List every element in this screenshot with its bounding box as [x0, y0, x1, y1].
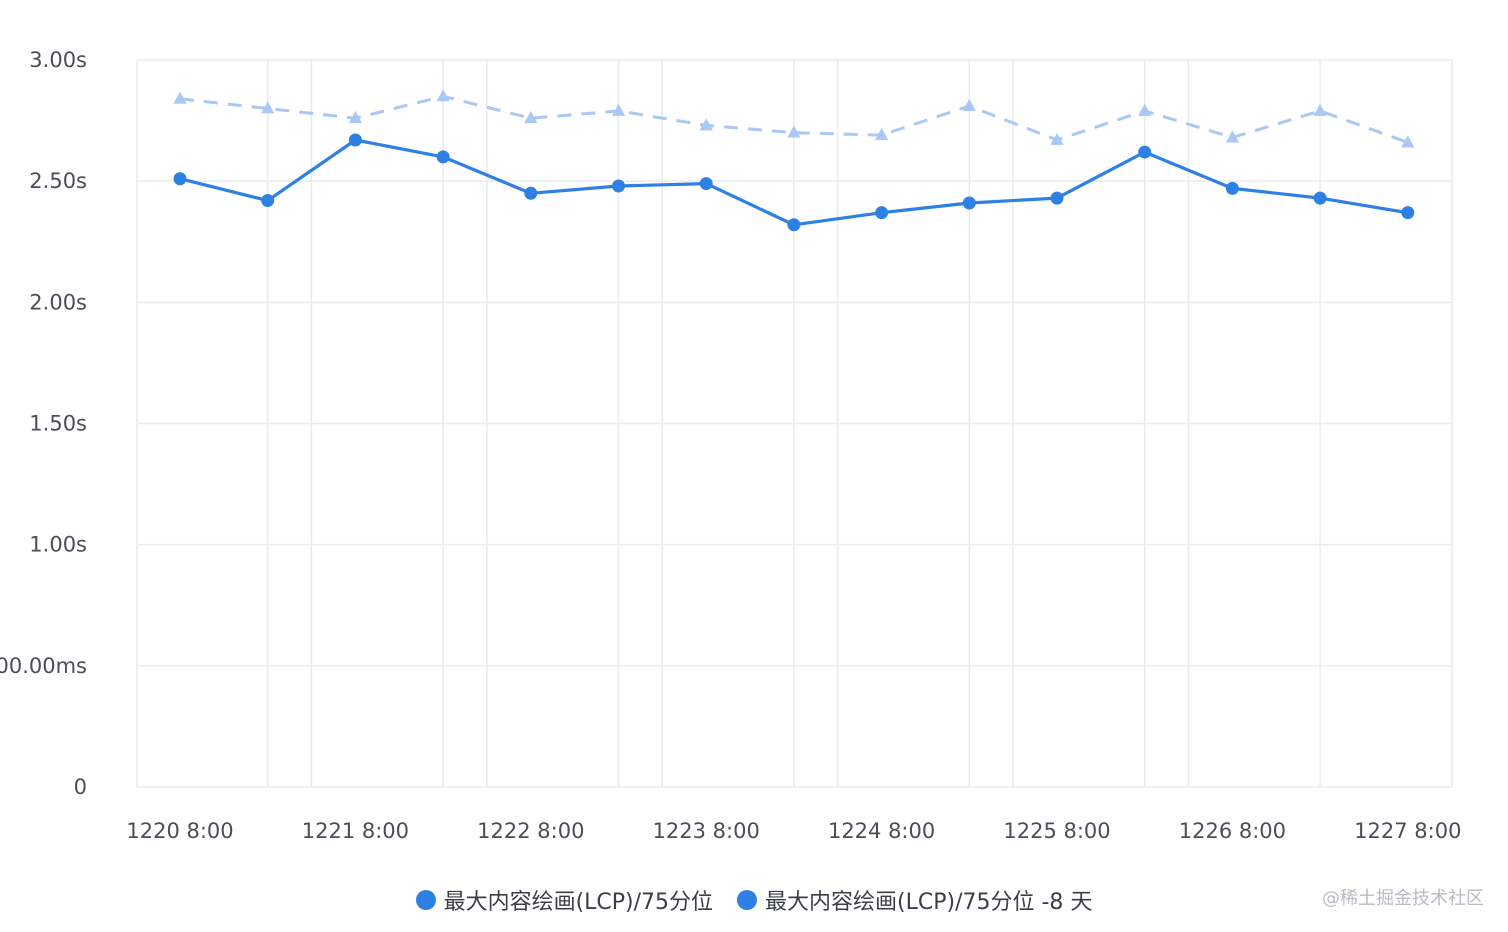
x-tick-label: 1227 8:00: [1354, 819, 1461, 843]
data-point: [1225, 130, 1239, 143]
x-axis-ticks: 1220 8:00 1221 8:00 1222 8:00 1223 8:00 1224…: [126, 819, 1461, 843]
data-point: [612, 179, 625, 193]
data-point: [699, 118, 713, 131]
x-tick-label: 1221 8:00: [302, 819, 409, 843]
y-tick-label: 2.00s: [29, 290, 87, 314]
y-tick-label: 3.00s: [29, 48, 87, 72]
data-point: [875, 127, 889, 141]
data-point: [1050, 132, 1064, 145]
data-point: [261, 194, 275, 208]
y-tick-label: 1.50s: [29, 412, 87, 436]
legend-item-current[interactable]: 最大内容绘画(LCP)/75分位: [415, 884, 714, 916]
data-point: [787, 218, 801, 232]
y-tick-label: 0: [74, 775, 87, 799]
data-point: [1138, 103, 1152, 116]
legend-dot-icon: [415, 890, 436, 910]
x-tick-label: 1222 8:00: [477, 819, 584, 843]
data-point: [1225, 181, 1239, 195]
data-point: [261, 101, 275, 114]
legend-item-previous[interactable]: 最大内容绘画(LCP)/75分位 -8 天: [737, 884, 1092, 916]
data-point: [173, 91, 187, 104]
data-point: [1313, 191, 1327, 205]
data-point: [962, 196, 976, 210]
watermark: @稀土掘金技术社区: [1322, 888, 1484, 909]
y-tick-label: 00.00ms: [0, 654, 87, 678]
grid-lines: [136, 59, 1453, 788]
data-point: [1401, 135, 1415, 148]
data-point: [787, 125, 801, 138]
data-point: [962, 98, 976, 111]
y-tick-label: 2.50s: [29, 169, 87, 193]
lcp-line-chart: 0 00.00ms 1.00s 1.50s 2.00s 2.50s 3.00s 1220 8…: [0, 48, 1461, 843]
y-axis-ticks: 0 00.00ms 1.00s 1.50s 2.00s 2.50s 3.00s: [0, 48, 87, 799]
data-point: [524, 111, 538, 124]
data-point: [436, 150, 450, 164]
legend-label: 最大内容绘画(LCP)/75分位 -8 天: [765, 890, 1093, 915]
x-tick-label: 1225 8:00: [1003, 819, 1110, 843]
data-point: [524, 186, 538, 200]
data-point: [699, 177, 713, 191]
data-point: [436, 89, 450, 102]
data-point: [875, 206, 889, 220]
x-tick-label: 1224 8:00: [828, 819, 935, 843]
chart-legend: 最大内容绘画(LCP)/75分位 最大内容绘画(LCP)/75分位 -8 天: [0, 884, 1508, 916]
legend-label: 最大内容绘画(LCP)/75分位: [443, 890, 714, 915]
y-tick-label: 1.00s: [29, 533, 87, 557]
data-point: [1313, 103, 1327, 116]
x-tick-label: 1220 8:00: [126, 819, 233, 843]
data-point: [348, 133, 362, 147]
data-point: [611, 103, 626, 116]
legend-dot-icon: [737, 890, 758, 910]
data-point: [173, 172, 187, 186]
x-tick-label: 1223 8:00: [653, 819, 760, 843]
x-tick-label: 1226 8:00: [1179, 819, 1286, 843]
data-point: [1050, 191, 1064, 205]
series-layer: [173, 89, 1415, 232]
data-point: [1401, 206, 1415, 220]
data-point: [1138, 145, 1152, 159]
data-point: [348, 111, 362, 124]
